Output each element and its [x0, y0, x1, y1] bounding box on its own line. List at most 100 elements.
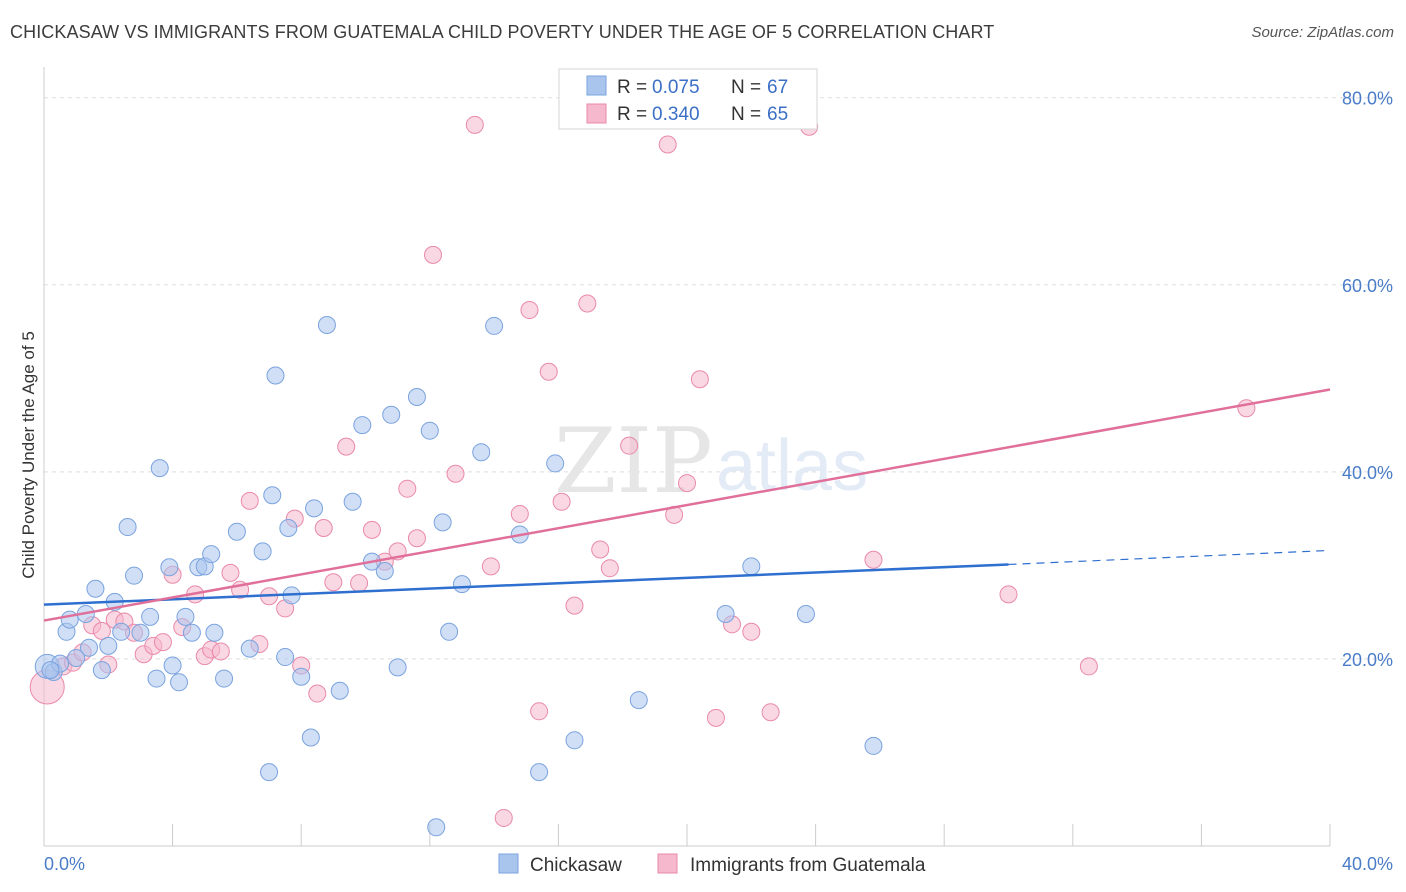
watermark-zip: ZIP — [554, 409, 713, 514]
chickasaw-point-15 — [131, 623, 150, 642]
chickasaw-point-44 — [353, 416, 372, 435]
guatemala-point-29 — [324, 573, 343, 592]
chickasaw-point-23 — [182, 623, 201, 642]
guatemala-point-5 — [92, 621, 111, 640]
guatemala-point-50 — [600, 559, 619, 578]
chickasaw-trend-extension — [1008, 549, 1331, 566]
chickasaw-point-26 — [202, 545, 221, 564]
chickasaw-point-51 — [427, 818, 446, 837]
chickasaw-point-42 — [330, 681, 349, 700]
legend-swatch-pink — [586, 103, 607, 124]
chickasaw-point-31 — [253, 542, 272, 561]
y-tick-label-3: 80.0% — [1342, 89, 1393, 109]
legend-r-value-pink: 0.340 — [652, 104, 700, 125]
chickasaw-point-59 — [546, 454, 565, 473]
bottom-legend-swatch-pink — [657, 853, 678, 874]
chickasaw-point-32 — [260, 763, 279, 782]
top-legend: R = 0.075 N = 67 R = 0.340 N = 65 — [558, 68, 818, 130]
guatemala-point-36 — [407, 529, 426, 548]
chickasaw-point-58 — [530, 763, 549, 782]
chickasaw-point-12 — [112, 622, 131, 641]
guatemala-point-38 — [446, 464, 465, 483]
guatemala-point-18 — [211, 642, 230, 661]
chickasaw-point-64 — [796, 605, 815, 624]
chickasaw-point-14 — [125, 566, 144, 585]
y-tick-label-1: 40.0% — [1342, 463, 1393, 483]
chickasaw-point-52 — [433, 513, 452, 532]
chickasaw-point-55 — [472, 443, 491, 462]
trend-lines — [43, 388, 1331, 622]
legend-r-label-pink: R = — [617, 104, 647, 125]
chickasaw-point-56 — [485, 316, 504, 335]
chickasaw-point-54 — [452, 575, 471, 594]
chickasaw-point-65 — [864, 736, 883, 755]
guatemala-point-44 — [530, 702, 549, 721]
guatemala-point-28 — [314, 518, 333, 537]
guatemala-point-48 — [578, 294, 597, 313]
chickasaw-point-17 — [147, 669, 166, 688]
guatemala-point-59 — [761, 703, 780, 722]
chickasaw-point-35 — [276, 648, 295, 667]
chickasaw-point-30 — [240, 639, 259, 658]
guatemala-point-56 — [706, 708, 725, 727]
guatemala-point-49 — [591, 540, 610, 559]
chickasaw-point-10 — [99, 636, 118, 655]
grid-lines — [44, 97, 1392, 660]
guatemala-point-37 — [424, 245, 443, 264]
chickasaw-point-41 — [317, 316, 336, 335]
guatemala-point-61 — [864, 550, 883, 569]
chickasaw-point-18 — [150, 459, 169, 478]
chickasaw-point-62 — [716, 605, 735, 624]
bottom-legend-swatch-blue — [498, 853, 519, 874]
legend-r-value-blue: 0.075 — [652, 77, 700, 98]
chickasaw-point-8 — [86, 579, 105, 598]
guatemala-point-32 — [362, 520, 381, 539]
chickasaw-point-13 — [118, 518, 137, 537]
guatemala-point-19 — [221, 563, 240, 582]
chickasaw-point-28 — [215, 669, 234, 688]
legend-n-label-pink: N = — [731, 104, 761, 125]
chickasaw-point-27 — [205, 623, 224, 642]
chickasaw-point-21 — [170, 673, 189, 692]
bottom-legend-label-pink: Immigrants from Guatemala — [690, 855, 926, 876]
chickasaw-point-20 — [163, 656, 182, 675]
guatemala-point-30 — [337, 437, 356, 456]
guatemala-point-27 — [308, 684, 327, 703]
watermark-atlas: atlas — [716, 426, 868, 506]
chickasaw-point-63 — [742, 557, 761, 576]
x-tick-label-0: 0.0% — [44, 854, 85, 874]
guatemala-point-54 — [678, 474, 696, 493]
legend-r-label-blue: R = — [617, 77, 647, 98]
guatemala-point-51 — [620, 436, 639, 455]
chart-title: CHICKASAW VS IMMIGRANTS FROM GUATEMALA C… — [10, 22, 995, 42]
chickasaw-point-50 — [420, 421, 439, 440]
chickasaw-point-38 — [292, 667, 311, 686]
guatemala-point-31 — [350, 574, 369, 593]
axes — [43, 67, 1331, 847]
chickasaw-point-60 — [565, 731, 584, 750]
source-credit: Source: ZipAtlas.com — [1251, 24, 1394, 41]
chickasaw-point-53 — [440, 622, 459, 641]
chickasaw-point-9 — [92, 661, 111, 680]
guatemala-point-40 — [481, 557, 500, 576]
guatemala-point-39 — [465, 115, 484, 134]
chickasaw-point-61 — [629, 691, 648, 710]
chickasaw-point-36 — [279, 518, 298, 537]
chickasaw-point-29 — [227, 522, 246, 541]
x-tick-labels: 0.0% 40.0% — [44, 854, 1393, 874]
legend-swatch-blue — [586, 75, 607, 96]
chickasaw-point-5 — [67, 648, 86, 667]
guatemala-point-45 — [539, 362, 558, 381]
guatemala-point-21 — [240, 491, 259, 510]
chickasaw-point-22 — [176, 607, 195, 626]
chickasaw-point-33 — [263, 486, 282, 505]
guatemala-point-41 — [494, 808, 513, 827]
bottom-legend-label-blue: Chickasaw — [530, 855, 622, 876]
chickasaw-point-49 — [407, 388, 426, 407]
chickasaw-point-39 — [301, 728, 320, 747]
chickasaw-point-19 — [160, 558, 179, 577]
guatemala-point-62 — [999, 585, 1018, 604]
guatemala-point-52 — [658, 135, 677, 154]
guatemala-trend-line — [43, 388, 1331, 622]
